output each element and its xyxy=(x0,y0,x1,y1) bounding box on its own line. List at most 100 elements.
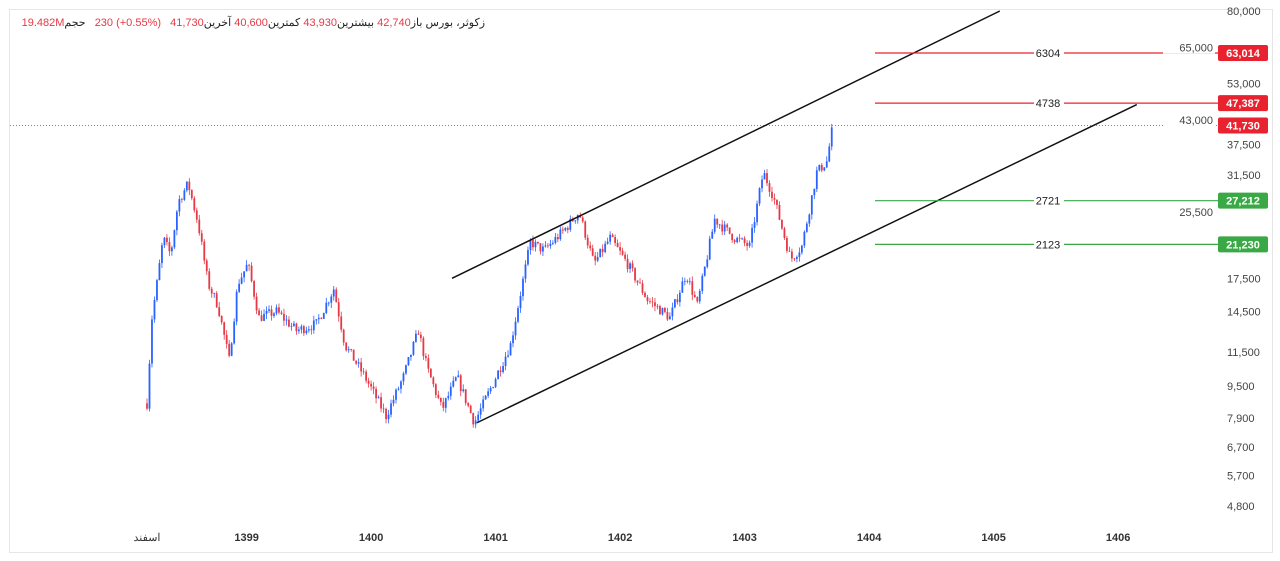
candle-body xyxy=(437,394,440,398)
y-tick-label: 4,800 xyxy=(1227,501,1255,513)
y-tick-label: 9,500 xyxy=(1227,381,1255,393)
candle-body xyxy=(156,280,158,301)
candle-body xyxy=(509,343,512,356)
candle-body xyxy=(208,271,211,289)
candle-body xyxy=(748,242,751,246)
candle-body xyxy=(218,307,221,317)
candle-body xyxy=(427,358,430,369)
candle-body xyxy=(492,387,495,388)
candle-body xyxy=(823,167,826,171)
candle-body xyxy=(315,319,318,321)
candle-body xyxy=(322,313,325,319)
candle-body xyxy=(195,210,198,220)
candle-body xyxy=(372,386,375,389)
candle-body xyxy=(601,248,604,253)
candle-body xyxy=(325,302,328,314)
channel-upper-line xyxy=(451,10,1001,280)
candle-body xyxy=(190,190,193,199)
candle-body xyxy=(342,329,345,343)
candle-body xyxy=(512,335,514,344)
candle-body xyxy=(395,389,397,400)
y-tick-label: 80,000 xyxy=(1227,6,1261,18)
candle-body xyxy=(733,240,736,243)
volume-label: حجم xyxy=(64,17,86,29)
change-value: 230 (+0.55%) xyxy=(94,17,162,29)
candle-body xyxy=(611,234,614,238)
open-label: باز xyxy=(410,17,423,29)
price-tag-label: 63,014 xyxy=(1226,48,1261,60)
y-tick-label: 53,000 xyxy=(1227,78,1261,90)
candle-body xyxy=(166,237,168,243)
candle-body xyxy=(574,220,577,222)
candle-body xyxy=(297,329,300,332)
candle-body xyxy=(696,297,699,302)
candle-body xyxy=(442,401,445,408)
candle-body xyxy=(606,241,609,244)
candle-body xyxy=(497,370,499,380)
candle-body xyxy=(163,237,166,246)
candle-body xyxy=(519,296,522,309)
candle-body xyxy=(248,264,250,266)
last-price-tag xyxy=(1218,117,1268,134)
candle-body xyxy=(549,243,552,247)
candle-body xyxy=(365,371,368,381)
candle-body xyxy=(203,241,206,261)
candle-body xyxy=(828,146,831,162)
candle-body xyxy=(390,403,392,415)
candle-body xyxy=(400,381,402,389)
candle-body xyxy=(260,315,263,321)
candle-body xyxy=(813,188,816,196)
candle-body xyxy=(527,250,529,265)
candle-body xyxy=(210,288,213,294)
candle-body xyxy=(718,224,721,226)
candle-body xyxy=(360,362,363,372)
candle-body xyxy=(467,402,470,406)
candle-body xyxy=(830,127,833,147)
high-label: بیشترین xyxy=(337,17,375,29)
candle-body xyxy=(771,191,773,198)
candle-body xyxy=(716,218,719,225)
candle-body xyxy=(290,325,293,327)
candle-body xyxy=(693,294,696,298)
candle-body xyxy=(581,217,584,222)
candle-body xyxy=(444,398,447,408)
candle-body xyxy=(639,282,641,284)
candle-body xyxy=(800,245,803,253)
candle-body xyxy=(584,221,587,238)
candle-body xyxy=(327,302,330,304)
candle-body xyxy=(678,292,681,303)
candle-body xyxy=(703,266,706,276)
candle-body xyxy=(688,281,691,283)
price-tag xyxy=(1218,44,1268,61)
candle-body xyxy=(397,388,400,390)
candle-body xyxy=(731,233,734,241)
candle-body xyxy=(449,386,452,396)
x-tick-label: 1406 xyxy=(1106,532,1130,544)
candle-body xyxy=(307,329,310,331)
candle-body xyxy=(245,264,248,272)
candle-body xyxy=(300,326,303,330)
candle-body xyxy=(288,319,290,327)
candle-body xyxy=(250,265,253,282)
candle-body xyxy=(728,227,731,234)
candle-body xyxy=(768,183,771,192)
candle-body xyxy=(362,371,365,373)
candle-body xyxy=(220,316,223,323)
candle-body xyxy=(275,307,278,314)
candle-body xyxy=(439,397,442,402)
y-tick-label: 5,700 xyxy=(1227,471,1255,483)
candle-body xyxy=(352,349,355,361)
candle-body xyxy=(798,252,801,257)
candle-body xyxy=(487,391,490,396)
candle-body xyxy=(522,278,524,297)
candle-body xyxy=(228,343,231,356)
candle-body xyxy=(330,296,333,303)
x-tick-label: اسفند xyxy=(134,532,161,544)
chart-frame xyxy=(9,9,1273,553)
candle-body xyxy=(233,321,236,344)
candle-body xyxy=(235,291,238,322)
candle-body xyxy=(594,255,597,261)
candle-body xyxy=(778,204,781,220)
